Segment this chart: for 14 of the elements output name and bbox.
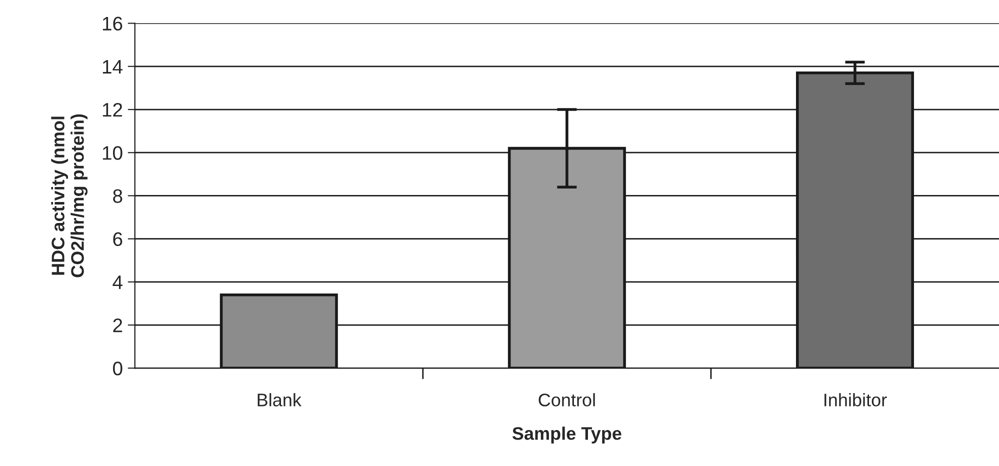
y-tick-label: 10 [102,146,122,160]
y-tick-label: 16 [102,16,122,31]
y-tick-label: 8 [113,189,122,203]
y-axis-title: HDC activity (nmol CO2/hr/mg protein) [51,114,88,278]
x-tick-label: Blank [258,393,302,406]
y-tick-label: 14 [102,60,122,74]
y-tick-label: 12 [102,102,122,117]
x-tick-label: Inhibitor [824,393,887,406]
y-tick-label: 0 [113,362,122,376]
x-axis-title: Sample Type [512,426,622,444]
y-tick-label: 2 [113,318,122,332]
y-tick-label: 4 [112,276,122,289]
x-tick-label: Control [538,393,595,406]
y-tick-label: 6 [113,232,122,246]
